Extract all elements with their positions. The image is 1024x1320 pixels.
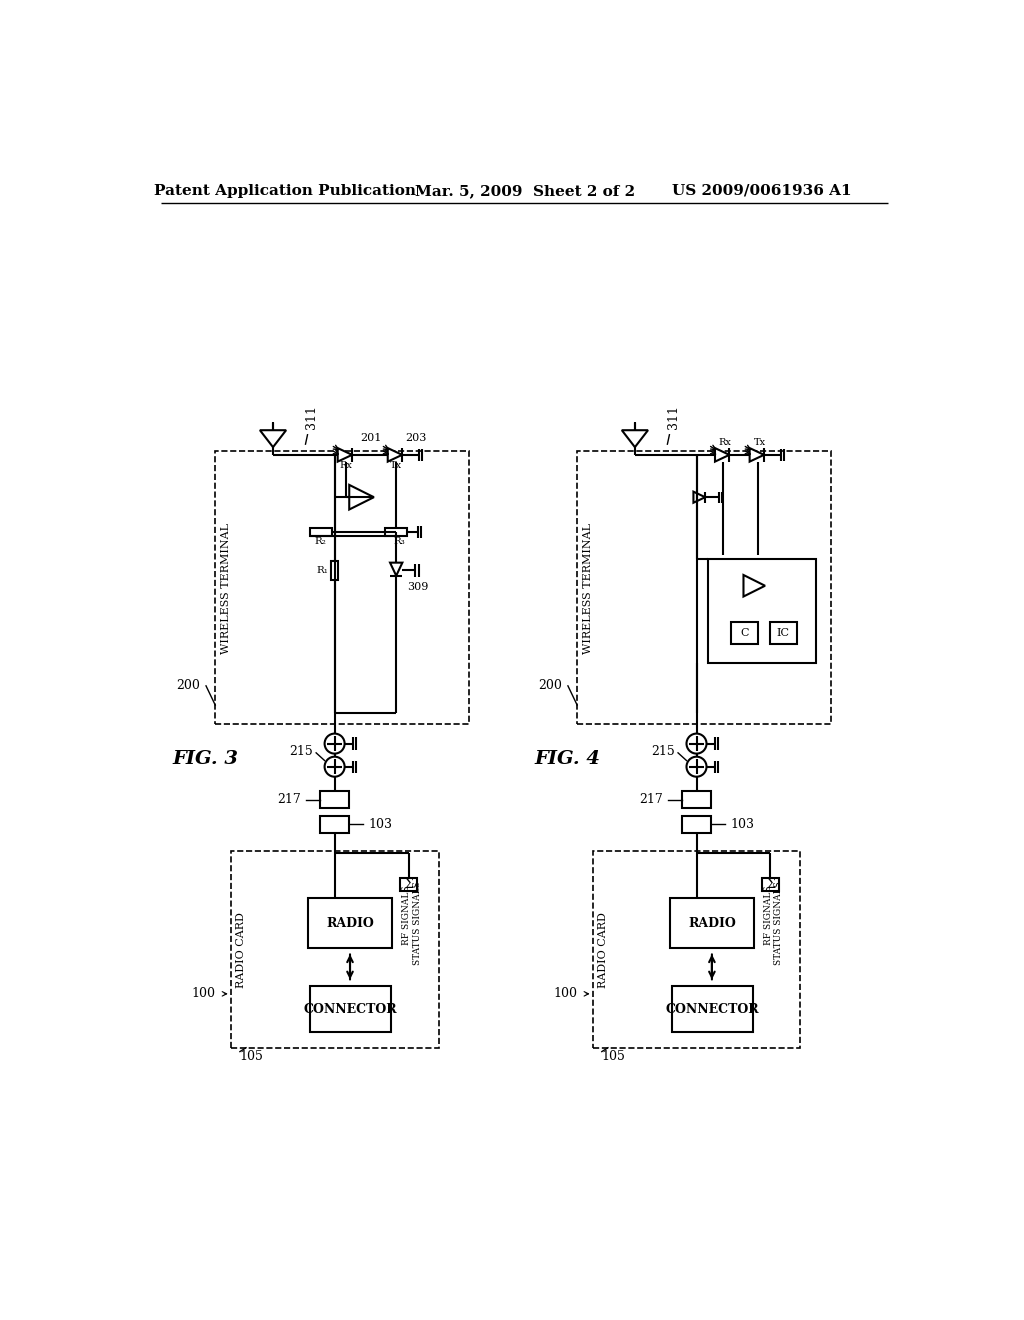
- Bar: [578, 451, 831, 725]
- Text: RADIO: RADIO: [688, 916, 736, 929]
- Text: 311: 311: [305, 405, 318, 429]
- Bar: [672, 986, 753, 1032]
- Circle shape: [686, 756, 707, 776]
- Bar: [307, 898, 392, 948]
- Text: Σ: Σ: [766, 878, 775, 891]
- Bar: [385, 528, 407, 536]
- Text: 217: 217: [276, 793, 301, 807]
- Text: IC: IC: [776, 628, 790, 638]
- Circle shape: [325, 734, 345, 754]
- Bar: [593, 851, 801, 1048]
- Text: 100: 100: [553, 987, 578, 1001]
- Polygon shape: [715, 447, 729, 462]
- Text: R₃: R₃: [393, 537, 406, 545]
- Bar: [400, 878, 417, 891]
- Polygon shape: [260, 430, 286, 447]
- Text: R₂: R₂: [314, 537, 327, 545]
- Polygon shape: [390, 562, 402, 576]
- Text: US 2009/0061936 A1: US 2009/0061936 A1: [672, 183, 852, 198]
- Text: STATUS SIGNALS: STATUS SIGNALS: [413, 882, 422, 965]
- Polygon shape: [622, 430, 648, 447]
- Bar: [682, 792, 711, 808]
- Bar: [215, 451, 469, 725]
- Text: STATUS SIGNALS: STATUS SIGNALS: [774, 882, 783, 965]
- Text: 217: 217: [639, 793, 663, 807]
- Bar: [670, 898, 755, 948]
- Text: 215: 215: [290, 744, 313, 758]
- Bar: [310, 528, 332, 536]
- Text: Σ: Σ: [404, 878, 413, 891]
- Bar: [310, 986, 391, 1032]
- Bar: [331, 561, 339, 579]
- Bar: [230, 851, 438, 1048]
- Bar: [762, 878, 779, 891]
- Text: RADIO CARD: RADIO CARD: [598, 912, 608, 987]
- Text: CONNECTOR: CONNECTOR: [666, 1003, 759, 1016]
- Text: 103: 103: [730, 818, 755, 832]
- Bar: [731, 622, 758, 644]
- Text: RADIO: RADIO: [326, 916, 374, 929]
- Polygon shape: [693, 491, 706, 503]
- Text: 309: 309: [407, 582, 428, 593]
- Polygon shape: [338, 447, 352, 462]
- Text: Patent Application Publication: Patent Application Publication: [154, 183, 416, 198]
- Text: FIG. 4: FIG. 4: [535, 750, 601, 768]
- Polygon shape: [750, 447, 764, 462]
- Circle shape: [686, 734, 707, 754]
- Text: R₁: R₁: [316, 566, 329, 574]
- Text: CONNECTOR: CONNECTOR: [303, 1003, 397, 1016]
- Circle shape: [325, 756, 345, 776]
- Text: 203: 203: [406, 433, 427, 444]
- Text: RF SIGNALS: RF SIGNALS: [401, 886, 411, 945]
- Text: RADIO CARD: RADIO CARD: [237, 912, 247, 987]
- Text: WIRELESS TERMINAL: WIRELESS TERMINAL: [221, 523, 231, 653]
- Text: 215: 215: [651, 744, 675, 758]
- Bar: [319, 816, 349, 833]
- Text: 200: 200: [538, 680, 562, 693]
- Polygon shape: [743, 576, 765, 597]
- Polygon shape: [349, 484, 374, 510]
- Bar: [770, 622, 797, 644]
- Text: Mar. 5, 2009  Sheet 2 of 2: Mar. 5, 2009 Sheet 2 of 2: [415, 183, 635, 198]
- Bar: [682, 816, 711, 833]
- Text: Tx: Tx: [754, 438, 766, 447]
- Bar: [319, 792, 349, 808]
- Bar: [708, 558, 816, 663]
- Text: WIRELESS TERMINAL: WIRELESS TERMINAL: [583, 523, 593, 653]
- Text: 200: 200: [176, 680, 200, 693]
- Polygon shape: [388, 447, 402, 462]
- Text: 311: 311: [667, 405, 680, 429]
- Text: C: C: [740, 628, 749, 638]
- Text: 201: 201: [360, 433, 381, 444]
- Text: Rx: Rx: [719, 438, 731, 447]
- Text: Tx: Tx: [390, 461, 402, 470]
- Text: RF SIGNALS: RF SIGNALS: [764, 886, 773, 945]
- Text: 103: 103: [369, 818, 392, 832]
- Text: Rx: Rx: [340, 461, 352, 470]
- Text: 100: 100: [191, 987, 215, 1001]
- Text: 105: 105: [240, 1051, 264, 1064]
- Text: 105: 105: [602, 1051, 626, 1064]
- Text: FIG. 3: FIG. 3: [173, 750, 239, 768]
